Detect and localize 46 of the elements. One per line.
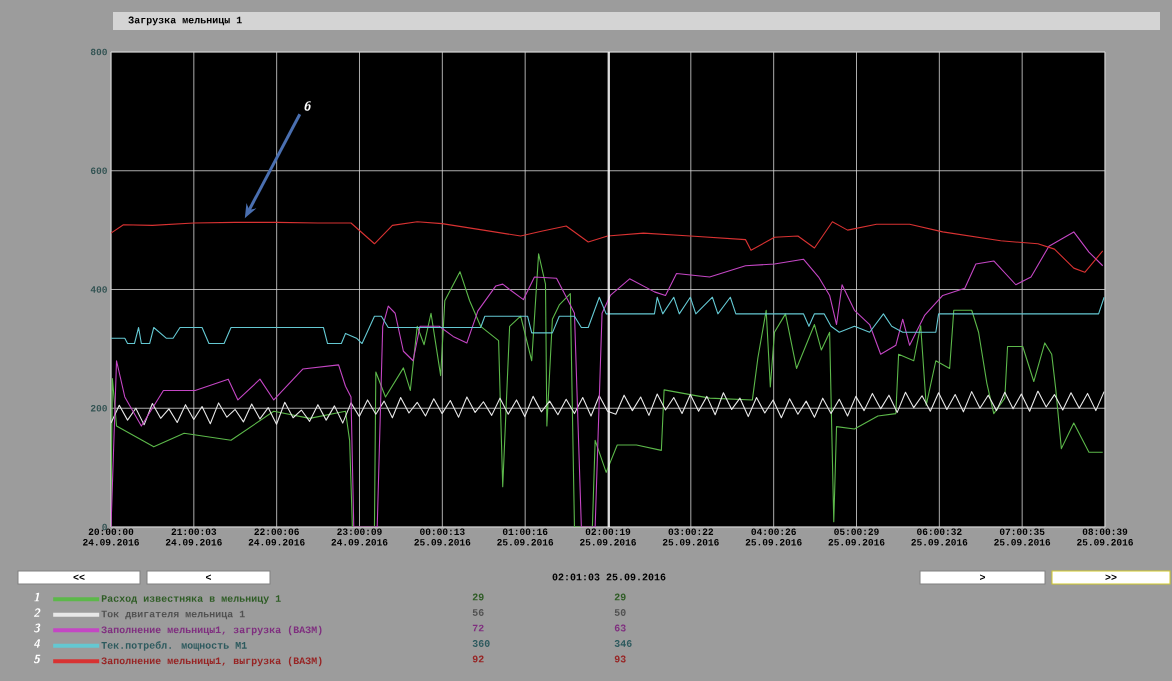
x-tick-label: 06:00:32 25.09.2016 bbox=[911, 528, 968, 546]
legend-label: Ток двигателя мельница 1 bbox=[101, 610, 245, 620]
text: 02:01:03 25.09.2016 bbox=[552, 573, 666, 581]
text: 72 bbox=[472, 624, 484, 632]
legend-label: Заполнение мельницы1, выгрузка (ВАЗМ) bbox=[101, 656, 322, 667]
x-tick-label: 00:00:13 25.09.2016 bbox=[414, 528, 471, 546]
line-series bbox=[111, 221, 1104, 273]
x-tick-label: 08:00:39 25.09.2016 bbox=[1077, 528, 1133, 546]
text: 1 bbox=[34, 592, 40, 602]
legend-label: Тек.потребл. мощность М1 bbox=[101, 641, 247, 651]
x-tick-label: 04:00:26 25.09.2016 bbox=[745, 528, 802, 546]
text: 4 bbox=[34, 639, 41, 648]
legend-label: Расход известняка в мельницу 1 bbox=[101, 595, 281, 604]
x-tick-label: 03:00:22 25.09.2016 bbox=[662, 528, 719, 546]
line-series bbox=[111, 390, 1105, 426]
text: > bbox=[980, 574, 986, 580]
x-tick-label: 21:00:03 24.09.2016 bbox=[165, 528, 222, 546]
text: 360 bbox=[472, 640, 490, 647]
text: 29 bbox=[614, 593, 626, 601]
text: 92 bbox=[472, 655, 484, 663]
text: >> bbox=[1105, 574, 1117, 580]
text: 2 bbox=[33, 608, 41, 617]
text: 3 bbox=[33, 623, 41, 633]
x-tick-label: 05:00:29 25.09.2016 bbox=[828, 528, 885, 546]
x-tick-label: 22:00:06 24.09.2016 bbox=[248, 528, 305, 546]
text: << bbox=[73, 574, 85, 580]
annotation: 6 bbox=[304, 101, 311, 111]
x-tick-label: 02:00:19 25.09.2016 bbox=[580, 528, 636, 546]
chart-title: Загрузка мельницы 1 bbox=[128, 16, 242, 26]
text: 56 bbox=[472, 609, 484, 616]
y-tick-label: 400 bbox=[90, 286, 107, 293]
legend-label: Заполнение мельницы1, загрузка (ВАЗМ) bbox=[101, 625, 322, 636]
text: 63 bbox=[614, 624, 626, 632]
text: < bbox=[205, 574, 212, 580]
text: 5 bbox=[33, 654, 41, 664]
x-tick-label: 07:00:35 25.09.2016 bbox=[994, 528, 1051, 546]
text: 29 bbox=[472, 593, 484, 601]
y-tick-label: 800 bbox=[90, 48, 107, 56]
y-tick-label: 600 bbox=[90, 167, 107, 174]
text: 93 bbox=[614, 655, 626, 663]
x-tick-label: 01:00:16 25.09.2016 bbox=[497, 528, 554, 546]
y-tick-label: 200 bbox=[90, 405, 107, 412]
x-tick-label: 23:00:09 24.09.2016 bbox=[331, 528, 388, 546]
text: 50 bbox=[614, 609, 626, 616]
text: 346 bbox=[614, 640, 632, 647]
line-series bbox=[111, 296, 1105, 345]
